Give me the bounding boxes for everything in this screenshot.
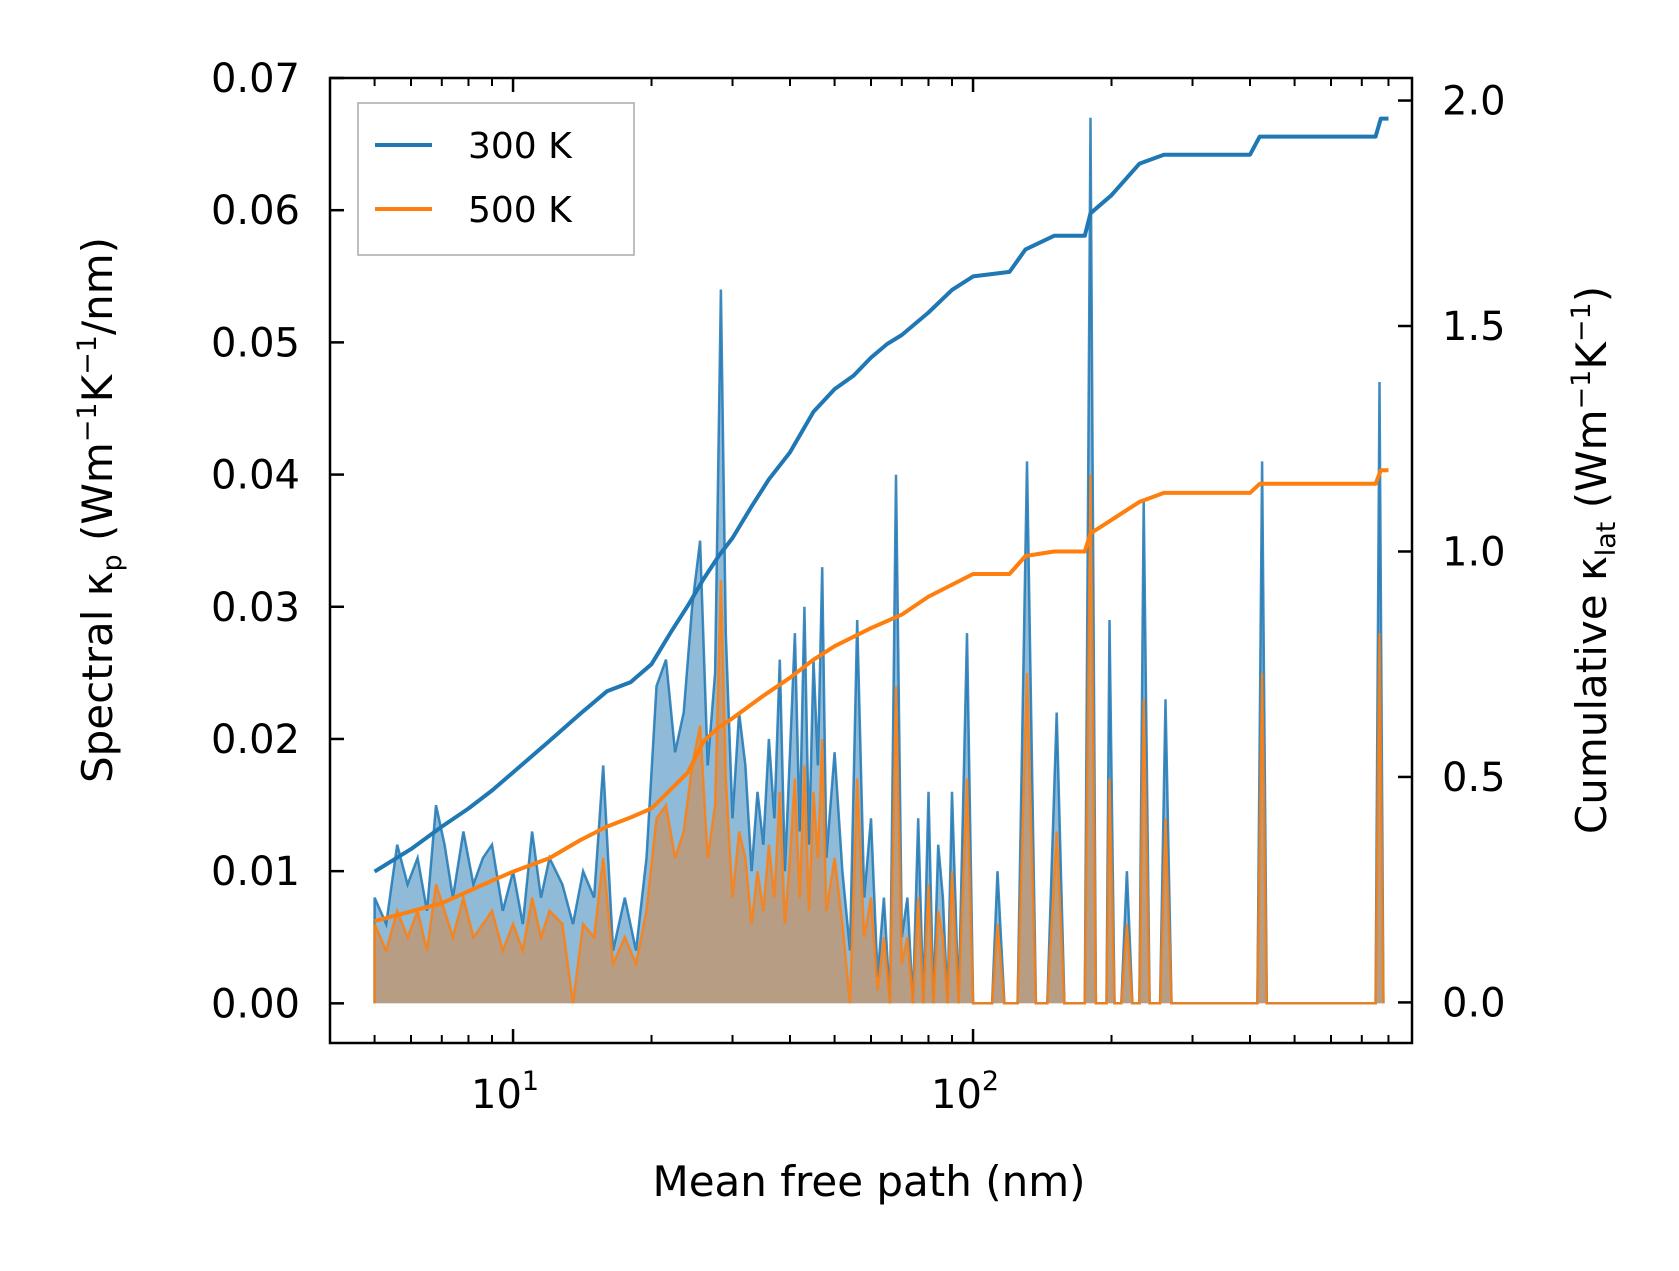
x-axis-title: Mean free path (nm) (652, 1157, 1085, 1206)
y-left-tick-label: 0.04 (211, 453, 300, 499)
spectral-area-300k (374, 117, 1384, 1004)
y-left-tick-label: 0.05 (211, 320, 300, 366)
legend-label-500k: 500 K (468, 190, 573, 231)
axes-layer: 0.00 0.01 0.02 0.03 0.04 0.05 0.06 0.07 0.0 0.5 1.… (211, 56, 1506, 1118)
legend-label-300k: 300 K (468, 126, 573, 167)
y-left-tick-label: 0.01 (211, 849, 300, 895)
y-right-tick-label: 0.5 (1442, 755, 1506, 801)
y-left-tick-label: 0.06 (211, 188, 300, 234)
legend-box (357, 102, 635, 256)
y-axis-left-title: Spectral κp (Wm−1K−1/nm) (72, 237, 128, 783)
y-left-tick-label: 0.02 (211, 717, 300, 763)
y-left-tick-label: 0.00 (211, 981, 300, 1027)
spectral-area-500k (374, 474, 1384, 1004)
y-left-tick-label: 0.03 (211, 585, 300, 631)
y-axis-right-title: Cumulative κlat (Wm−1K−1) (1566, 286, 1622, 834)
y-left-tick-label: 0.07 (211, 56, 300, 102)
y-right-tick-label: 1.5 (1442, 304, 1506, 350)
spectral-line-300k (373, 117, 1385, 1005)
cumulative-line-300k (373, 116, 1389, 874)
y-right-tick-label: 2.0 (1442, 79, 1506, 125)
x-tick-label: 101 (471, 1066, 539, 1118)
spectral-line-500k (373, 474, 1385, 1005)
y-right-tick-label: 1.0 (1442, 529, 1506, 575)
legend: 300 K 500 K (357, 102, 635, 256)
cumulative-line-500k (374, 468, 1389, 924)
x-tick-label: 102 (931, 1066, 999, 1118)
y-right-tick-label: 0.0 (1442, 980, 1506, 1026)
plot-layer (373, 116, 1389, 1005)
